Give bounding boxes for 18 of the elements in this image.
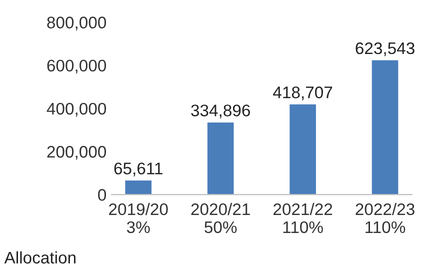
data-label: 623,543 xyxy=(356,42,414,56)
data-label: 418,707 xyxy=(273,86,332,100)
data-label: 65,611 xyxy=(114,162,162,176)
x-tick-label: 2022/23 110% xyxy=(356,202,414,234)
bar xyxy=(125,180,152,195)
bar xyxy=(207,122,234,195)
y-tick-label: 200,000 xyxy=(47,146,106,160)
x-tick-label: 2019/20 3% xyxy=(109,202,168,234)
bar xyxy=(290,104,316,195)
y-tick-label: 0 xyxy=(98,189,106,201)
x-tick-label: 2021/22 110% xyxy=(274,202,332,234)
bar xyxy=(372,60,398,195)
y-tick-label: 600,000 xyxy=(47,60,106,74)
y-tick-label: 800,000 xyxy=(47,16,106,30)
x-tick-label: 2020/21 50% xyxy=(191,202,250,234)
y-tick-label: 400,000 xyxy=(46,102,106,117)
text: Allocation xyxy=(4,251,76,264)
data-label: 334,896 xyxy=(191,104,250,118)
